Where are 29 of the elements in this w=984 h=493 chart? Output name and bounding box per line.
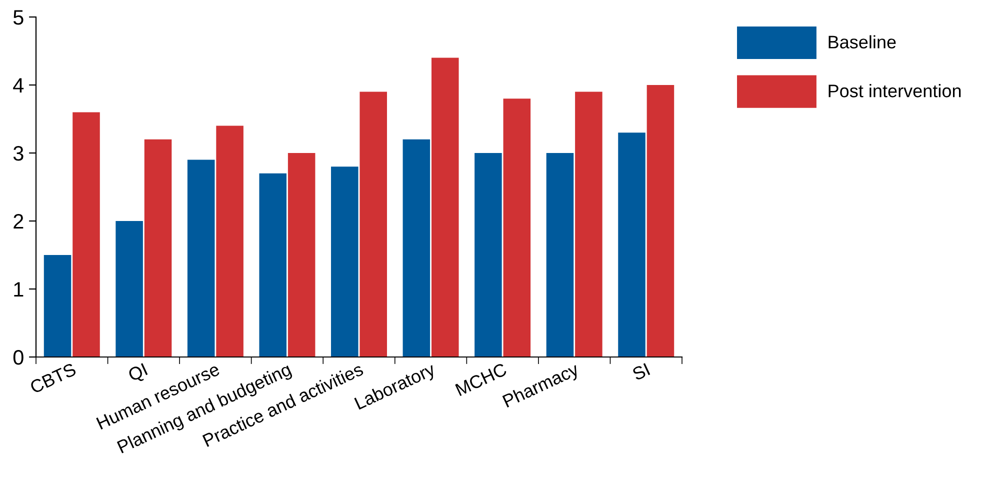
y-tick-label: 0 — [13, 350, 24, 365]
bar — [288, 153, 316, 357]
bar — [259, 173, 287, 357]
bar — [618, 132, 646, 357]
bar — [44, 255, 72, 357]
bar — [474, 153, 502, 357]
y-tick-label: 1 — [14, 282, 24, 297]
legend-label: Post intervention — [828, 84, 961, 98]
x-tick-label: CBTS — [29, 362, 77, 394]
y-tick-label: 4 — [13, 78, 24, 93]
bar — [575, 92, 602, 357]
bar — [72, 112, 100, 357]
x-tick-label: SI — [632, 362, 650, 381]
y-tick-label: 3 — [13, 146, 24, 161]
bar — [116, 221, 143, 357]
y-tick-label: 5 — [13, 10, 24, 25]
bar — [646, 85, 674, 357]
y-tick-label: 2 — [14, 214, 24, 229]
bar — [546, 153, 574, 357]
bar — [431, 58, 459, 357]
legend-label: Baseline — [828, 35, 896, 48]
bar — [144, 139, 172, 357]
x-tick-label: QI — [127, 362, 150, 385]
bar — [503, 98, 531, 357]
bar — [187, 160, 215, 357]
bar — [331, 166, 358, 357]
bar — [216, 126, 244, 357]
bar — [402, 139, 430, 357]
bar — [360, 92, 387, 357]
